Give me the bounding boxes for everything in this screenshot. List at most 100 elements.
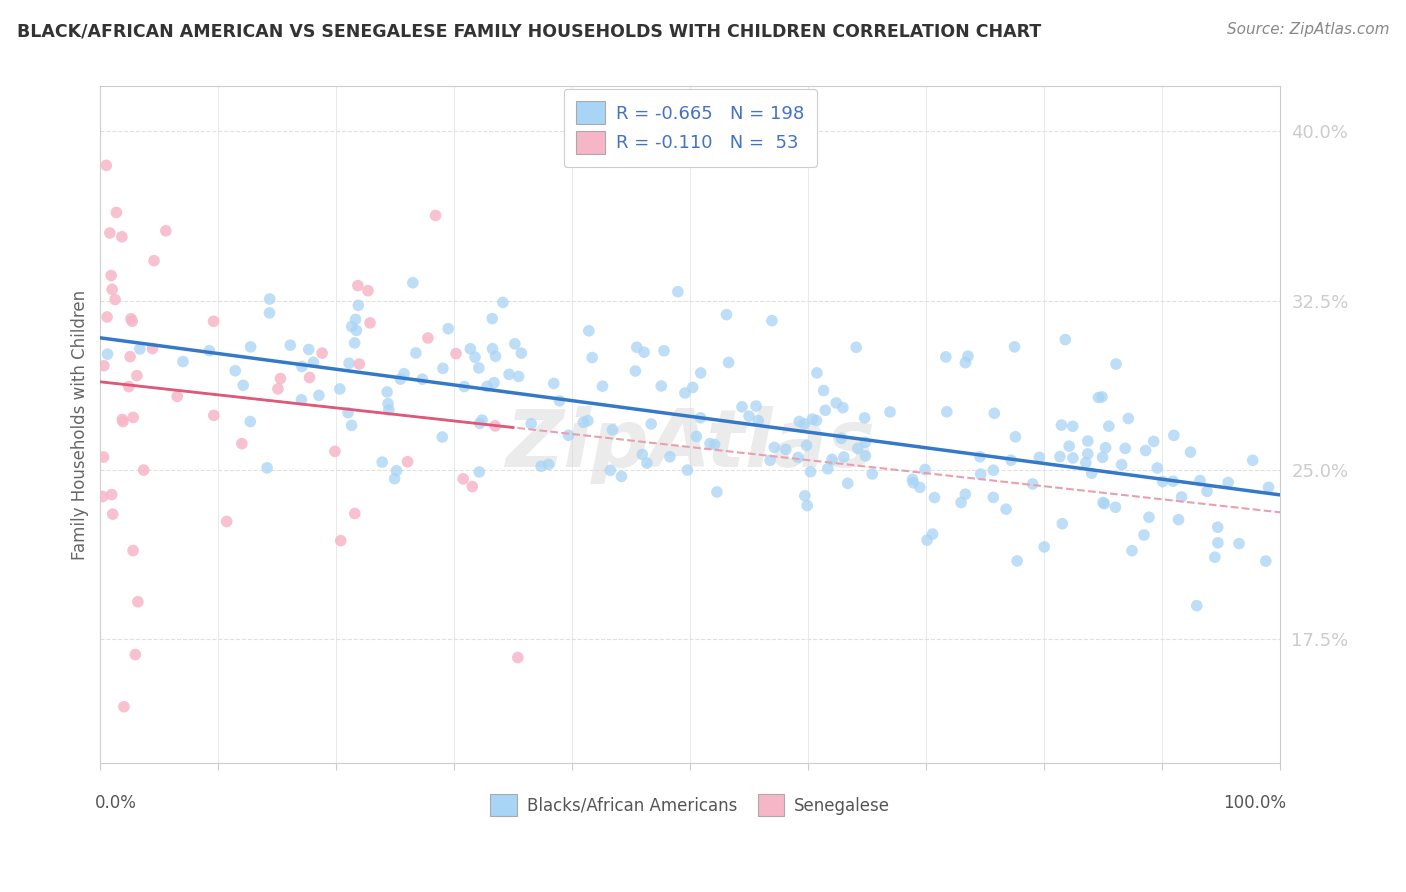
Point — [703, 437, 725, 451]
Point — [1116, 411, 1139, 425]
Point — [775, 442, 797, 457]
Point — [453, 379, 475, 393]
Point — [384, 472, 406, 486]
Point — [411, 372, 433, 386]
Point — [460, 342, 482, 356]
Point — [935, 405, 957, 419]
Point — [1004, 340, 1026, 354]
Point — [484, 349, 506, 363]
Point — [901, 475, 924, 490]
Point — [796, 438, 818, 452]
Point — [111, 415, 134, 429]
Point — [371, 455, 394, 469]
Point — [832, 450, 855, 464]
Point — [950, 495, 973, 509]
Point — [1000, 453, 1022, 467]
Point — [298, 343, 321, 357]
Point — [636, 456, 658, 470]
Point — [105, 205, 128, 219]
Point — [581, 351, 603, 365]
Point — [796, 499, 818, 513]
Point — [731, 400, 754, 414]
Point — [610, 469, 633, 483]
Point — [389, 372, 412, 386]
Point — [633, 345, 655, 359]
Point — [120, 311, 142, 326]
Point — [346, 323, 368, 337]
Point — [761, 314, 783, 328]
Point — [437, 321, 460, 335]
Point — [259, 306, 281, 320]
Point — [602, 423, 624, 437]
Point — [347, 298, 370, 312]
Point — [343, 507, 366, 521]
Point — [699, 436, 721, 450]
Point — [592, 379, 614, 393]
Text: ZipAtlas: ZipAtlas — [505, 406, 876, 484]
Point — [347, 278, 370, 293]
Point — [1049, 450, 1071, 464]
Point — [676, 463, 699, 477]
Point — [578, 324, 600, 338]
Point — [323, 444, 346, 458]
Point — [202, 314, 225, 328]
Point — [340, 418, 363, 433]
Point — [1033, 540, 1056, 554]
Point — [1111, 458, 1133, 472]
Point — [537, 458, 560, 472]
Point — [359, 316, 381, 330]
Point — [508, 369, 530, 384]
Point — [1137, 510, 1160, 524]
Point — [239, 340, 262, 354]
Point — [1114, 442, 1136, 456]
Point — [520, 417, 543, 431]
Point — [155, 224, 177, 238]
Point — [506, 650, 529, 665]
Point — [278, 338, 301, 352]
Point — [1180, 445, 1202, 459]
Point — [956, 349, 979, 363]
Point — [759, 453, 782, 467]
Point — [1098, 419, 1121, 434]
Point — [837, 476, 859, 491]
Point — [298, 370, 321, 384]
Point — [416, 331, 439, 345]
Point — [392, 367, 415, 381]
Point — [806, 366, 828, 380]
Point — [673, 386, 696, 401]
Point — [1021, 477, 1043, 491]
Point — [1133, 528, 1156, 542]
Point — [1091, 390, 1114, 404]
Point — [830, 431, 852, 445]
Point — [340, 319, 363, 334]
Point — [1062, 419, 1084, 434]
Point — [100, 268, 122, 283]
Point — [425, 209, 447, 223]
Point — [396, 455, 419, 469]
Point — [915, 533, 938, 548]
Point — [349, 357, 371, 371]
Point — [124, 648, 146, 662]
Point — [481, 311, 503, 326]
Point — [689, 410, 711, 425]
Point — [640, 417, 662, 431]
Point — [269, 371, 291, 385]
Point — [1105, 357, 1128, 371]
Point — [935, 350, 957, 364]
Point — [492, 295, 515, 310]
Point — [239, 415, 262, 429]
Point — [111, 412, 134, 426]
Point — [1005, 554, 1028, 568]
Point — [1206, 536, 1229, 550]
Point — [814, 403, 837, 417]
Point — [955, 355, 977, 369]
Point — [763, 441, 786, 455]
Point — [378, 403, 401, 417]
Point — [432, 361, 454, 376]
Point — [1094, 441, 1116, 455]
Point — [908, 480, 931, 494]
Point — [1050, 418, 1073, 433]
Point — [599, 463, 621, 477]
Point — [1135, 443, 1157, 458]
Point — [879, 405, 901, 419]
